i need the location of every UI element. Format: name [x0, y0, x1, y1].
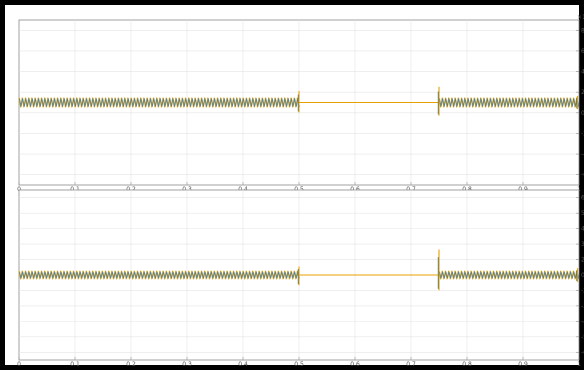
chart-canvas: 0 0.1 0.2 0.3 0.4 0.5 0.6 0.7 0.8 0.9 1 8 6 4 2 0 -2 -4 -6…	[17, 14, 584, 368]
x-tick-label: 0.3	[182, 361, 192, 368]
y-tick-label: -2	[581, 130, 584, 137]
y-tick-label: -2.0	[581, 287, 584, 294]
x-tick-label: 1	[577, 361, 581, 368]
series-oscillation	[439, 98, 580, 107]
x-tick-label: 0.7	[406, 361, 416, 368]
y-tick-label: 2	[581, 89, 584, 96]
y-tick-label: 6.0	[581, 195, 584, 202]
x-tick-label: 0.6	[350, 361, 360, 368]
y-tick-label: 4	[581, 69, 584, 76]
y-tick-label: 5.0	[581, 210, 584, 217]
top-plot: 0 0.1 0.2 0.3 0.4 0.5 0.6 0.7 0.8 0.9 1 8 6 4 2 0 -2 -4 -6…	[17, 14, 584, 193]
x-tick-label: 0.2	[126, 186, 136, 193]
bottom-plot: 00.10.20.30.40.50.60.70.80.916.05.04.03.…	[17, 189, 584, 368]
x-tick-label: 0.8	[462, 186, 472, 193]
y-tick-label: -6.0	[581, 349, 584, 356]
series-oscillation	[19, 271, 300, 279]
x-tick-label: 0	[17, 361, 21, 368]
x-tick-label: 0.7	[406, 186, 416, 193]
x-tick-label: 0.1	[70, 186, 80, 193]
y-tick-label: 8	[581, 27, 584, 34]
x-tick-label: 0.6	[350, 186, 360, 193]
series-oscillation	[439, 271, 580, 279]
y-tick-label: 0	[581, 272, 584, 279]
x-tick-label: 0.4	[238, 361, 248, 368]
y-tick-label: 0	[581, 110, 584, 117]
y-tick-label: -3.0	[581, 303, 584, 310]
axis-exponent-label: ×10⁻³	[577, 14, 584, 21]
y-tick-label: 6	[581, 48, 584, 55]
x-tick-label: 0.8	[462, 361, 472, 368]
series-oscillation	[438, 270, 579, 280]
x-tick-label: 0.3	[182, 186, 192, 193]
x-tick-label: 0	[17, 186, 21, 193]
x-tick-label: 0.9	[518, 361, 528, 368]
y-tick-label: -5.0	[581, 334, 584, 341]
x-tick-label: 0.4	[238, 186, 248, 193]
x-tick-label: 0.9	[518, 186, 528, 193]
x-tick-label: 0.5	[294, 186, 304, 193]
y-tick-label: 3.0	[581, 241, 584, 248]
x-tick-label: 1	[577, 186, 581, 193]
series-oscillation	[19, 98, 300, 107]
x-tick-label: 0.5	[294, 361, 304, 368]
y-tick-label: -4	[581, 151, 584, 158]
y-tick-label: -6	[581, 172, 584, 179]
y-tick-label: 2.0	[581, 257, 584, 264]
x-tick-label: 0.1	[70, 361, 80, 368]
x-tick-label: 0.2	[126, 361, 136, 368]
y-tick-label: -4.0	[581, 318, 584, 325]
series-oscillation	[438, 97, 579, 108]
y-tick-label: 4.0	[581, 226, 584, 233]
